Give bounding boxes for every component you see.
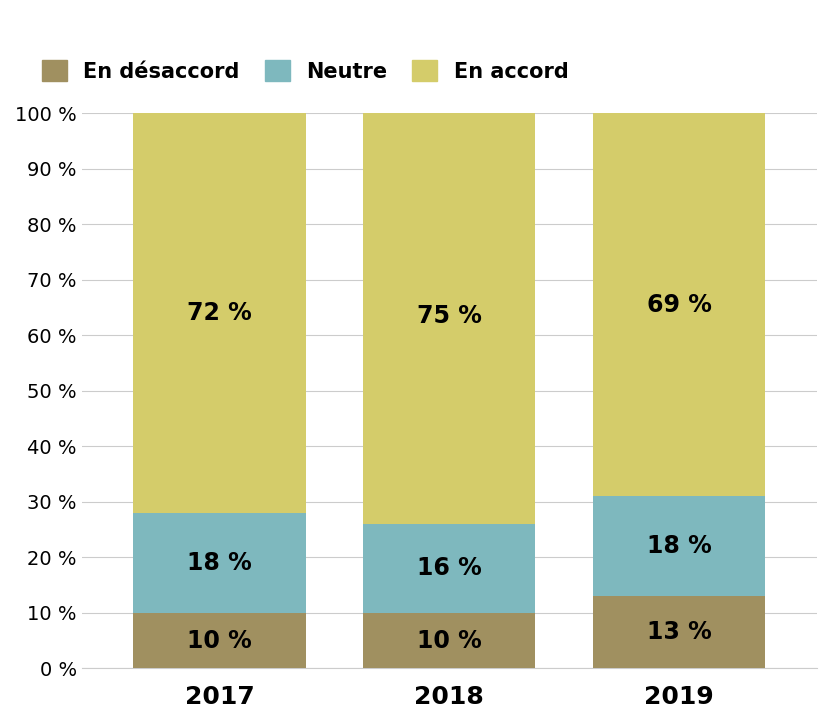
Bar (363, 108, 536, 524)
Bar (133, 613, 305, 668)
Bar (593, 496, 765, 596)
Bar (363, 613, 536, 668)
Bar (133, 513, 305, 613)
Text: 75 %: 75 % (417, 304, 482, 328)
Bar (593, 113, 765, 496)
Bar (363, 524, 536, 613)
Text: 13 %: 13 % (646, 620, 711, 644)
Text: 10 %: 10 % (417, 628, 482, 652)
Bar (133, 113, 305, 513)
Text: 18 %: 18 % (646, 534, 711, 558)
Text: 16 %: 16 % (417, 557, 482, 581)
Text: 10 %: 10 % (187, 628, 252, 652)
Bar (593, 596, 765, 668)
Text: 72 %: 72 % (187, 301, 252, 325)
Text: 69 %: 69 % (646, 292, 711, 317)
Legend: En désaccord, Neutre, En accord: En désaccord, Neutre, En accord (33, 51, 577, 90)
Text: 18 %: 18 % (187, 551, 252, 575)
